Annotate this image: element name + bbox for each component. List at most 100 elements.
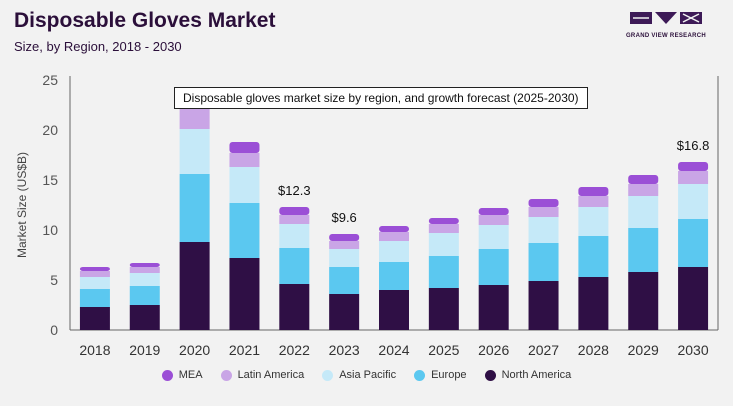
bar-latin-america-2023 (329, 241, 360, 249)
bar-mea-2023 (329, 234, 360, 241)
bar-north-america-2029 (628, 272, 659, 330)
x-tick-label: 2030 (677, 342, 708, 358)
bar-europe-2018 (79, 289, 110, 307)
x-tick-label: 2028 (578, 342, 609, 358)
bar-latin-america-2021 (229, 153, 260, 167)
bar-asia-pacific-2022 (279, 224, 310, 248)
x-tick-label: 2023 (329, 342, 360, 358)
bar-europe-2020 (179, 174, 210, 242)
bar-europe-2029 (628, 228, 659, 272)
chart-legend: MEA Latin America Asia Pacific Europe North … (0, 369, 733, 381)
bar-latin-america-2020 (179, 109, 210, 129)
bar-asia-pacific-2019 (129, 273, 160, 286)
legend-item-mea: MEA (161, 369, 203, 381)
bar-latin-america-2027 (528, 207, 559, 217)
legend-item-latin-america: Latin America (220, 369, 305, 381)
bar-north-america-2030 (678, 267, 709, 330)
legend-swatch (322, 369, 334, 381)
legend-label: Europe (431, 369, 467, 381)
bar-mea-2026 (478, 208, 509, 215)
y-tick-label: 20 (42, 122, 58, 138)
legend-label: North America (501, 369, 572, 381)
page-title: Disposable Gloves Market (14, 9, 276, 32)
y-tick-label: 5 (50, 272, 58, 288)
bar-asia-pacific-2030 (678, 184, 709, 219)
y-tick-label: 25 (42, 72, 58, 88)
legend-item-asia-pacific: Asia Pacific (322, 369, 396, 381)
x-tick-label: 2027 (528, 342, 559, 358)
legend-swatch (484, 369, 496, 381)
bar-north-america-2025 (428, 288, 459, 330)
bar-europe-2024 (379, 262, 409, 290)
legend-swatch (414, 369, 426, 381)
bar-north-america-2020 (179, 242, 210, 330)
legend-label: Asia Pacific (339, 369, 397, 381)
y-axis-label: Market Size (US$B) (15, 152, 29, 258)
bar-asia-pacific-2028 (578, 207, 609, 236)
bar-mea-2025 (428, 218, 459, 224)
total-label-2023: $9.6 (331, 210, 356, 225)
x-tick-label: 2019 (129, 342, 160, 358)
bar-asia-pacific-2029 (628, 196, 659, 228)
x-tick-label: 2024 (378, 342, 409, 358)
bar-mea-2018 (79, 267, 110, 271)
x-tick-label: 2026 (478, 342, 509, 358)
bar-asia-pacific-2025 (428, 233, 459, 256)
bar-mea-2019 (129, 263, 160, 267)
bar-latin-america-2029 (628, 184, 659, 196)
logo-mark-icon (630, 12, 702, 24)
x-tick-label: 2018 (79, 342, 110, 358)
legend-label: MEA (178, 369, 203, 381)
bar-europe-2028 (578, 236, 609, 277)
bar-europe-2025 (428, 256, 459, 288)
chart-annotation: Disposable gloves market size by region,… (174, 87, 588, 109)
bar-mea-2027 (528, 199, 559, 207)
bar-europe-2021 (229, 203, 260, 258)
bar-asia-pacific-2024 (379, 241, 409, 262)
x-tick-label: 2021 (229, 342, 260, 358)
bar-mea-2029 (628, 175, 659, 184)
bar-north-america-2022 (279, 284, 310, 330)
y-tick-label: 10 (42, 222, 58, 238)
bar-europe-2019 (129, 286, 160, 305)
x-tick-label: 2022 (279, 342, 310, 358)
bar-mea-2024 (379, 226, 409, 232)
bar-europe-2027 (528, 243, 559, 281)
bar-north-america-2019 (129, 305, 160, 330)
bar-north-america-2027 (528, 281, 559, 330)
bar-latin-america-2019 (129, 267, 160, 273)
bar-asia-pacific-2026 (478, 225, 509, 249)
logo-text: GRAND VIEW RESEARCH (625, 33, 707, 39)
bar-north-america-2023 (329, 294, 360, 330)
bar-asia-pacific-2020 (179, 129, 210, 174)
bar-mea-2030 (678, 162, 709, 171)
x-tick-label: 2029 (628, 342, 659, 358)
x-tick-label: 2025 (428, 342, 459, 358)
bar-latin-america-2028 (578, 196, 609, 207)
bar-latin-america-2018 (79, 271, 110, 277)
total-label-2030: $16.8 (677, 138, 710, 153)
bar-latin-america-2022 (279, 215, 310, 224)
bar-north-america-2028 (578, 277, 609, 330)
legend-item-europe: Europe (414, 369, 467, 381)
y-tick-label: 15 (42, 172, 58, 188)
bar-latin-america-2025 (428, 224, 459, 233)
bar-mea-2021 (229, 142, 260, 153)
legend-swatch (161, 369, 173, 381)
page-subtitle: Size, by Region, 2018 - 2030 (14, 39, 182, 54)
bar-europe-2022 (279, 248, 310, 284)
bar-asia-pacific-2021 (229, 167, 260, 203)
bar-europe-2026 (478, 249, 509, 285)
bar-asia-pacific-2018 (79, 277, 110, 289)
bar-mea-2022 (279, 207, 310, 215)
legend-label: Latin America (237, 369, 305, 381)
bar-mea-2028 (578, 187, 609, 196)
bar-north-america-2018 (79, 307, 110, 330)
bar-europe-2023 (329, 267, 360, 294)
bar-north-america-2021 (229, 258, 260, 330)
bar-latin-america-2026 (478, 215, 509, 225)
bar-asia-pacific-2023 (329, 249, 360, 267)
bar-north-america-2024 (379, 290, 409, 330)
total-label-2022: $12.3 (278, 183, 311, 198)
